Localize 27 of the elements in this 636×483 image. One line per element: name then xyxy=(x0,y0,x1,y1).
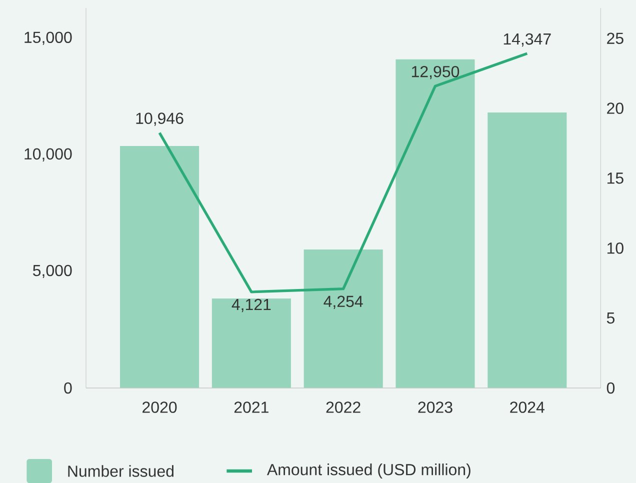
data-label: 12,950 xyxy=(412,66,460,80)
y-tick-label: 5,000 xyxy=(33,264,72,278)
y-tick-label: 15,000 xyxy=(24,32,72,45)
bar xyxy=(120,146,200,388)
bar xyxy=(304,250,383,388)
bar xyxy=(488,112,567,388)
y2-tick-label: 15 xyxy=(607,172,624,184)
bar xyxy=(212,298,291,388)
x-tick-label: 2020 xyxy=(142,402,177,413)
y2-tick-label: 20 xyxy=(607,102,624,114)
x-tick-label: 2024 xyxy=(510,402,544,413)
data-label: 10,946 xyxy=(136,112,184,126)
data-label: 4,254 xyxy=(324,296,363,309)
y2-tick-label: 0 xyxy=(606,382,615,394)
y2-tick-label: 5 xyxy=(606,312,614,324)
x-tick-label: 2021 xyxy=(234,402,268,413)
x-tick-label: 2023 xyxy=(418,402,452,413)
y2-tick-label: 10 xyxy=(607,242,624,254)
legend-label: Amount issued (USD million) xyxy=(266,464,470,478)
y-tick-label: 10,000 xyxy=(24,148,72,162)
y-tick-label: 0 xyxy=(64,382,72,394)
y2-tick-label: 25 xyxy=(607,32,624,44)
data-label: 14,347 xyxy=(504,33,551,47)
legend-label: Number issued xyxy=(68,465,174,477)
bar xyxy=(396,59,475,388)
x-tick-label: 2022 xyxy=(326,402,360,413)
data-label: 4,121 xyxy=(232,298,271,312)
